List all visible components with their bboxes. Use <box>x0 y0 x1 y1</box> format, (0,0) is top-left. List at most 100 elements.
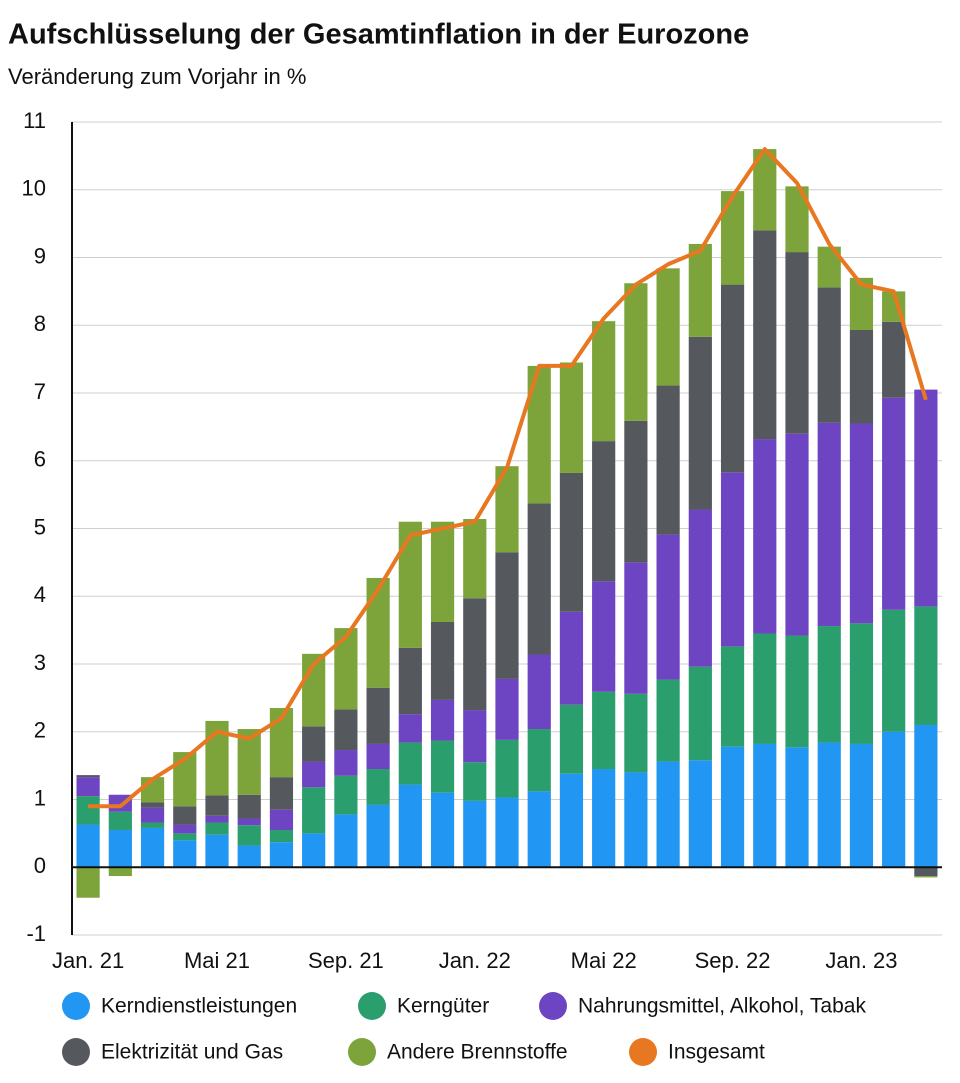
bar-segment <box>753 633 777 744</box>
bar-segment <box>140 827 165 868</box>
bar-segment <box>108 867 132 877</box>
bar-segment <box>785 186 809 253</box>
bar-segment <box>398 521 422 648</box>
y-tick-label: -1 <box>26 921 46 946</box>
bar-segment <box>559 611 584 705</box>
bar-segment <box>527 365 551 504</box>
bar-segment <box>656 679 680 762</box>
bar-segment <box>817 742 841 868</box>
bar-segment <box>398 647 422 715</box>
bar-segment <box>656 385 680 535</box>
bar-segment <box>398 742 422 785</box>
bar-segment <box>430 792 455 868</box>
bar-segment <box>463 800 487 868</box>
bar-segment <box>398 784 422 868</box>
bar-segment <box>624 562 648 694</box>
bar-segment <box>76 796 100 825</box>
bar-segment <box>269 777 294 810</box>
bar-segment <box>753 149 777 231</box>
bar-segment <box>688 336 712 510</box>
x-tick-label: Mai 22 <box>571 948 637 973</box>
bar-segment <box>430 621 455 700</box>
y-tick-label: 2 <box>34 718 46 743</box>
bar-segment <box>817 246 841 288</box>
x-tick-label: Sep. 21 <box>308 948 384 973</box>
bar-segment <box>302 726 326 762</box>
bar-segment <box>688 243 712 337</box>
bar-segment <box>914 724 938 868</box>
bar-segment <box>173 840 197 868</box>
bar-segment <box>624 772 648 868</box>
legend-swatch <box>539 992 567 1020</box>
bar-segment <box>559 362 584 473</box>
bar-segment <box>656 761 680 868</box>
bars <box>76 149 938 898</box>
bar-segment <box>882 321 906 398</box>
bar-segment <box>527 503 551 655</box>
bar-segment <box>817 287 841 423</box>
bar-segment <box>334 814 358 868</box>
bar-segment <box>237 845 261 868</box>
bar-segment <box>849 623 874 744</box>
bar-segment <box>849 423 874 624</box>
bar-segment <box>656 268 680 386</box>
bar-segment <box>882 609 906 732</box>
bar-segment <box>76 867 100 898</box>
legend-swatch <box>348 1038 376 1066</box>
y-tick-label: 1 <box>34 785 46 810</box>
bar-segment <box>914 389 938 607</box>
bar-segment <box>76 775 100 778</box>
x-tick-label: Jan. 23 <box>825 948 897 973</box>
bar-segment <box>269 829 294 843</box>
bar-segment <box>527 729 551 792</box>
bar-segment <box>237 794 261 819</box>
bar-segment <box>688 760 712 868</box>
bar-segment <box>173 806 197 825</box>
bar-segment <box>430 521 455 622</box>
bar-segment <box>592 691 616 770</box>
bar-segment <box>398 714 422 743</box>
bar-segment <box>849 743 874 868</box>
bar-segment <box>720 191 745 285</box>
bar-segment <box>430 740 455 793</box>
bar-segment <box>463 762 487 801</box>
bar-segment <box>785 433 809 636</box>
legend-label: Kerndienstleistungen <box>101 995 297 1018</box>
bar-segment <box>237 818 261 826</box>
y-tick-label: 5 <box>34 514 46 539</box>
bar-segment <box>205 822 229 835</box>
bar-segment <box>237 825 261 846</box>
bar-segment <box>205 834 229 868</box>
bar-segment <box>559 704 584 774</box>
bar-segment <box>366 804 390 868</box>
bar-segment <box>269 708 294 778</box>
bar-segment <box>430 699 455 741</box>
bar-segment <box>302 787 326 834</box>
legend-label: Nahrungsmittel, Alkohol, Tabak <box>578 995 866 1018</box>
bar-segment <box>366 577 390 688</box>
bar-segment <box>173 752 197 807</box>
bar-segment <box>559 773 584 868</box>
bar-segment <box>882 397 906 610</box>
legend-label: Kerngüter <box>397 995 489 1018</box>
bar-segment <box>688 666 712 761</box>
legend-swatch <box>629 1038 657 1066</box>
legend-swatch <box>62 992 90 1020</box>
bar-segment <box>269 809 294 830</box>
bar-segment <box>108 829 132 868</box>
bar-segment <box>624 693 648 773</box>
y-tick-label: 4 <box>34 582 46 607</box>
x-tick-label: Mai 21 <box>184 948 250 973</box>
bar-segment <box>656 534 680 680</box>
bar-segment <box>108 811 132 830</box>
bar-segment <box>753 439 777 634</box>
bar-segment <box>463 598 487 711</box>
bar-segment <box>205 815 229 823</box>
bar-segment <box>720 646 745 747</box>
bar-segment <box>882 731 906 868</box>
bar-segment <box>140 822 165 828</box>
bar-segment <box>753 743 777 868</box>
x-tick-label: Sep. 22 <box>695 948 771 973</box>
bar-segment <box>624 283 648 421</box>
